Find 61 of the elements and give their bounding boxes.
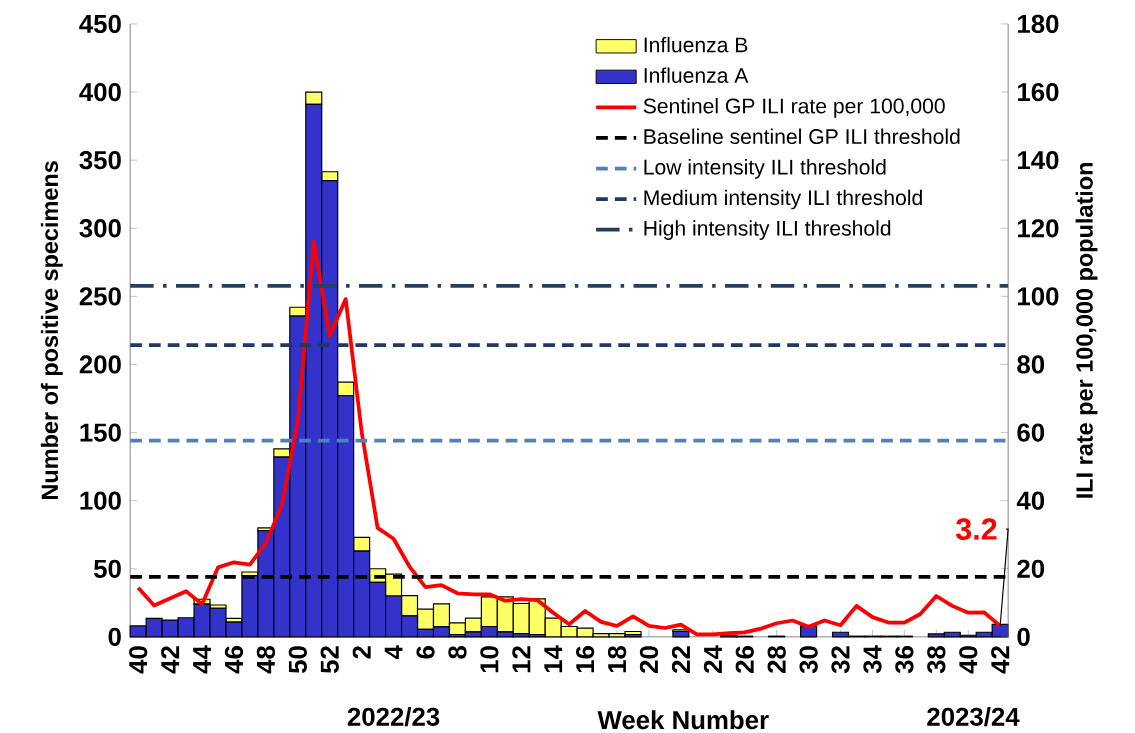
y2-tick-label: 180: [1018, 14, 1059, 34]
x-tick-label: 32: [831, 646, 850, 674]
y2-tick-label: 0: [1017, 627, 1030, 646]
legend-label: Influenza B: [644, 36, 748, 53]
x-tick-label: 36: [895, 646, 914, 674]
x-tick-label: 40: [959, 646, 978, 674]
y2-tick-label: 100: [1018, 287, 1059, 306]
y-tick-label: 100: [80, 491, 121, 510]
y2-tick-label: 120: [1018, 219, 1059, 238]
x-tick-label: 20: [639, 646, 659, 673]
x-tick-label: 10: [480, 646, 499, 673]
y-tick-label: 450: [79, 14, 121, 34]
y2-tick-label: 20: [1017, 559, 1045, 578]
legend-label: Sentinel GP ILI rate per 100,000: [643, 97, 945, 118]
y-tick-label: 250: [79, 287, 121, 306]
x-axis-title: Week Number: [597, 710, 769, 730]
y2-tick-label: 60: [1017, 423, 1045, 442]
legend-label: Influenza A: [644, 67, 749, 83]
x-tick-label: 44: [193, 645, 211, 674]
x-tick-label: 42: [161, 646, 180, 674]
y-tick-label: 400: [79, 82, 121, 102]
y-tick-label: 0: [108, 627, 121, 646]
x-tick-label: 42: [991, 646, 1010, 674]
y-tick-label: 150: [80, 423, 121, 442]
x-tick-label: 14: [544, 645, 563, 673]
x-tick-label: 28: [767, 645, 786, 673]
x-tick-label: 34: [863, 645, 882, 674]
x-tick-label: 22: [671, 646, 690, 673]
x-tick-label: 12: [512, 646, 531, 673]
x-tick-label: 16: [576, 646, 595, 673]
legend-label: High intensity ILI threshold: [644, 220, 891, 240]
x-tick-label: 40: [129, 646, 148, 674]
x-tick-label: 52: [320, 646, 339, 674]
legend-label: Medium intensity ILI threshold: [644, 189, 922, 210]
x-tick-label: 4: [384, 645, 403, 660]
y-tick-label: 350: [79, 151, 121, 170]
x-tick-label: 38: [927, 645, 946, 674]
x-tick-label: 24: [703, 645, 722, 673]
x-tick-label: 48: [256, 645, 276, 674]
text: 2023/24: [927, 706, 1020, 727]
y-axis-title: Number of positive specimens: [40, 161, 63, 499]
x-tick-label: 26: [735, 646, 754, 673]
y2-tick-label: 80: [1017, 355, 1045, 374]
annotation: 3.2: [955, 518, 997, 540]
legend-label: Low intensity ILI threshold: [644, 159, 886, 179]
y-tick-label: 50: [94, 559, 121, 578]
x-tick-label: 6: [416, 646, 435, 659]
y2-axis-title: ILI rate per 100,000 population: [1075, 163, 1098, 498]
y2-tick-label: 40: [1016, 491, 1045, 510]
x-tick-label: 50: [288, 646, 307, 674]
y2-tick-label: 140: [1018, 151, 1059, 170]
y-tick-label: 200: [79, 355, 121, 374]
y-tick-label: 300: [79, 219, 121, 238]
x-tick-label: 18: [607, 645, 627, 673]
x-tick-label: 46: [224, 646, 244, 674]
legend-label: Baseline sentinel GP ILI threshold: [644, 128, 960, 145]
x-tick-label: 2: [352, 646, 371, 659]
y2-tick-label: 160: [1018, 82, 1059, 102]
x-tick-label: 30: [799, 646, 818, 674]
text: 2022/23: [347, 706, 440, 727]
x-tick-label: 8: [448, 645, 467, 659]
